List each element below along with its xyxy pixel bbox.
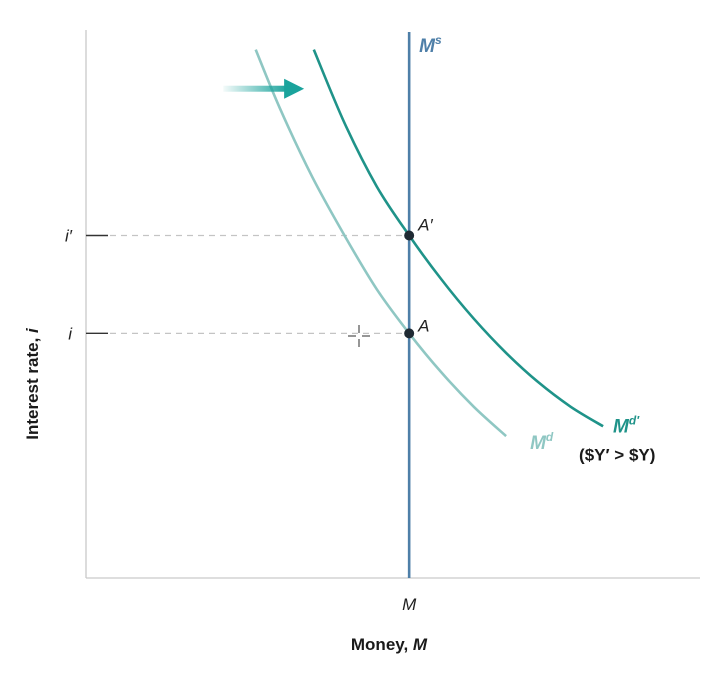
y-tick-label-i: i [68, 324, 73, 343]
money-demand-curve [254, 49, 507, 438]
shift-arrow-head [284, 78, 305, 99]
money-supply-label-sup: s [435, 33, 442, 47]
money-demand-shifted-label: Md′ [613, 413, 640, 437]
point-label-a: A [417, 316, 429, 335]
money-demand-label: Md [530, 430, 554, 454]
income-condition-note: ($Y′ > $Y) [579, 445, 655, 464]
equilibrium-point-a [404, 328, 415, 339]
money-supply-label-name: M [419, 36, 436, 57]
shift-arrow [223, 78, 305, 99]
money-supply-label: Ms [419, 33, 442, 57]
x-axis-title-text: Money, [351, 635, 413, 654]
shift-arrow-shaft [223, 85, 289, 92]
x-axis-title: Money, M [351, 635, 428, 654]
x-axis-title-var: M [413, 635, 428, 654]
y-axis-title-var: i [23, 327, 42, 333]
money-demand-shifted-label-sup: d′ [629, 413, 640, 427]
crosshair-cursor-icon [348, 325, 370, 347]
y-tick-label-i-prime: i′ [65, 227, 73, 246]
money-demand-label-sup: d [546, 430, 554, 444]
y-axis-title-text: Interest rate, [23, 333, 42, 440]
y-axis-title: Interest rate, i [23, 327, 42, 440]
money-demand-label-name: M [530, 433, 547, 454]
equilibrium-point-a-prime [404, 230, 415, 241]
money-demand-shifted-label-name: M [613, 416, 630, 437]
money-demand-curve-shifted [312, 49, 604, 428]
point-label-a-prime: A′ [417, 216, 433, 235]
x-tick-label-m: M [402, 595, 417, 614]
